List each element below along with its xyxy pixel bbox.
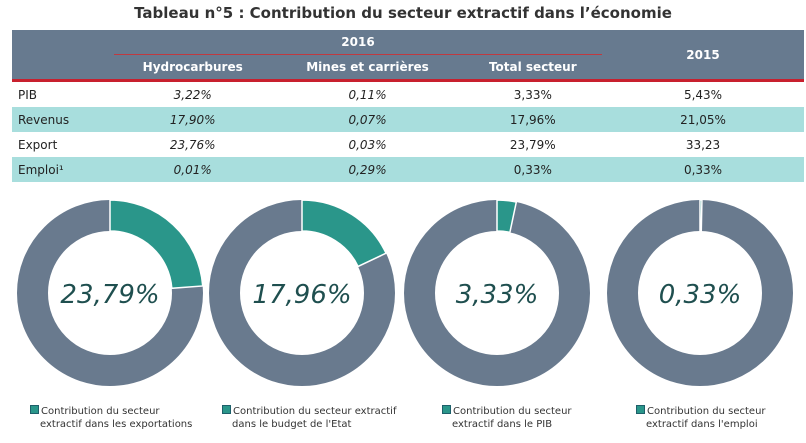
row-label: Emploi¹ [12,157,114,182]
donut-value-label: 17,96% [252,280,351,310]
donut-value-label: 23,79% [60,280,159,310]
legend-line-1: Contribution du secteur [647,406,766,417]
legend-item: Contribution du secteur extractif dans le… [30,405,192,431]
legend-line-2: extractif dans l'emploi [646,419,758,430]
donut-segment [699,199,703,232]
table-row: Export 23,76% 0,03% 23,79% 33,23 [12,132,804,157]
table-row: Emploi¹ 0,01% 0,29% 0,33% 0,33% [12,157,804,182]
legend-line-1: Contribution du secteur extractif [233,406,397,417]
table-cell: 0,29% [271,157,464,182]
legend-swatch-icon [636,405,645,414]
donut-charts: 23,79% 17,96% 3,33% 0,33% [17,199,793,386]
legend-line-2: dans le budget de l'Etat [232,419,352,430]
col-mines: Mines et carrières [271,54,464,82]
header-2016: 2016 [114,30,602,55]
donut-segment [496,199,518,234]
legend-item: Contribution du secteur extractif dans le… [442,405,572,431]
row-label: PIB [18,87,38,102]
donut-value-label: 3,33% [456,280,539,310]
row-label: Revenus [12,107,114,132]
donut-segment [301,199,388,268]
donut-value-label: 0,33% [659,280,742,310]
table-cell: 23,76% [169,137,216,152]
table-cell: 5,43% [683,87,723,102]
legend-swatch-icon [222,405,231,414]
table-cell: 0,01% [114,157,272,182]
table-cell: 33,23 [685,137,721,152]
table-cell: 3,33% [513,87,552,102]
table-cell: 0,03% [348,137,387,152]
table-row: Revenus 17,90% 0,07% 17,96% 21,05% [12,107,804,132]
row-label: Export [18,137,58,152]
legend-line-1: Contribution du secteur [41,406,160,417]
contribution-table: 2016 2015 Hydrocarbures Mines et carrièr… [12,30,804,182]
legend-item: Contribution du secteur extractif dans l'… [636,405,766,431]
table-row: PIB 3,22% 0,11% 3,33% 5,43% [12,81,804,108]
donut-segment [109,199,204,290]
corner-cell [12,30,114,82]
table-cell: 0,33% [463,157,602,182]
legend-line-1: Contribution du secteur [453,406,572,417]
table-cell: 23,79% [509,137,556,152]
legend-swatch-icon [30,405,39,414]
table-cell: 17,90% [114,107,272,132]
donut-chart: 3,33% [404,199,590,386]
donut-chart: 17,96% [209,199,395,386]
legend-line-2: extractif dans les exportations [40,419,193,430]
donut-chart: 23,79% [17,199,204,386]
legend-item: Contribution du secteur extractif dans le… [222,405,396,431]
table-cell: 0,11% [348,87,387,102]
legend-line-2: extractif dans le PIB [452,419,553,430]
donut-chart: 0,33% [607,199,793,386]
col-hydrocarbures: Hydrocarbures [114,54,272,82]
table-cell: 0,07% [271,107,464,132]
page-title: Tableau n°5 : Contribution du secteur ex… [134,4,672,22]
table-cell: 3,22% [173,87,212,102]
legend-swatch-icon [442,405,451,414]
table-cell: 0,33% [602,157,804,182]
header-2015: 2015 [602,30,804,82]
table-cell: 17,96% [463,107,602,132]
table-cell: 21,05% [602,107,804,132]
col-total: Total secteur [463,54,602,82]
